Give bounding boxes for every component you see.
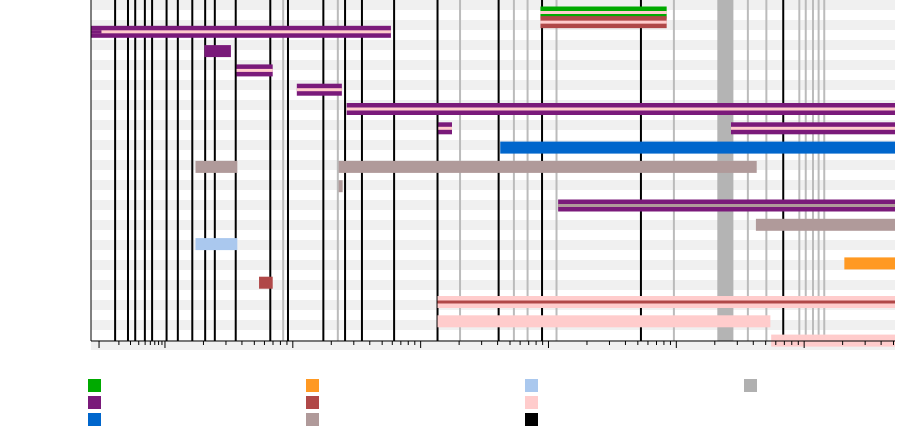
legend-swatch xyxy=(306,412,319,426)
legend-item xyxy=(306,412,319,426)
timeline-bar xyxy=(755,218,895,231)
timeline-bar xyxy=(195,160,238,173)
legend-item xyxy=(744,378,757,392)
grid-band xyxy=(91,20,895,30)
timeline-bar-stripe xyxy=(730,126,895,130)
timeline-bar-stripe xyxy=(558,204,895,207)
timeline-bar xyxy=(259,276,273,289)
grid-band xyxy=(91,140,895,150)
legend-swatch xyxy=(88,395,101,409)
timeline-bar xyxy=(338,160,757,173)
legend-swatch xyxy=(525,395,538,409)
legend-item xyxy=(525,412,538,426)
grid-band xyxy=(91,240,895,250)
grid-band xyxy=(91,280,895,290)
legend-item xyxy=(525,378,538,392)
timeline-bar xyxy=(338,180,343,193)
timeline-bar-stripe xyxy=(438,126,452,130)
timeline-bar xyxy=(204,45,231,58)
timeline-bar-stripe xyxy=(296,88,342,92)
grid-band xyxy=(91,40,895,50)
timeline-bar-stripe xyxy=(437,300,895,304)
grid-band xyxy=(91,340,895,350)
grid-band xyxy=(91,80,895,90)
timeline-bar-stripe xyxy=(346,107,895,111)
legend xyxy=(0,378,900,432)
legend-swatch xyxy=(744,378,757,392)
timeline-bar-stripe xyxy=(540,20,667,24)
timeline-bar xyxy=(437,315,771,328)
grid-band xyxy=(91,220,895,230)
legend-swatch xyxy=(88,412,101,426)
grid-band xyxy=(91,120,895,130)
legend-item xyxy=(88,395,101,409)
grid-band xyxy=(91,260,895,270)
legend-item xyxy=(306,378,319,392)
legend-item xyxy=(525,395,538,409)
grid-band xyxy=(91,60,895,70)
legend-swatch xyxy=(525,412,538,426)
legend-item xyxy=(306,395,319,409)
legend-swatch xyxy=(88,378,101,392)
legend-item xyxy=(88,378,101,392)
grid-band xyxy=(91,180,895,190)
timeline-bar xyxy=(195,238,238,251)
legend-swatch xyxy=(306,378,319,392)
timeline-bar-stripe xyxy=(236,68,273,72)
timeline-bar xyxy=(844,257,895,270)
timeline-chart xyxy=(90,0,895,350)
timeline-bar-stripe xyxy=(91,30,391,34)
grid-band xyxy=(91,200,895,210)
grid-band xyxy=(91,0,895,10)
timeline-bar-stripe xyxy=(540,11,667,14)
legend-swatch xyxy=(525,378,538,392)
legend-swatch xyxy=(306,395,319,409)
legend-item xyxy=(88,412,101,426)
timeline-bar xyxy=(500,141,895,154)
